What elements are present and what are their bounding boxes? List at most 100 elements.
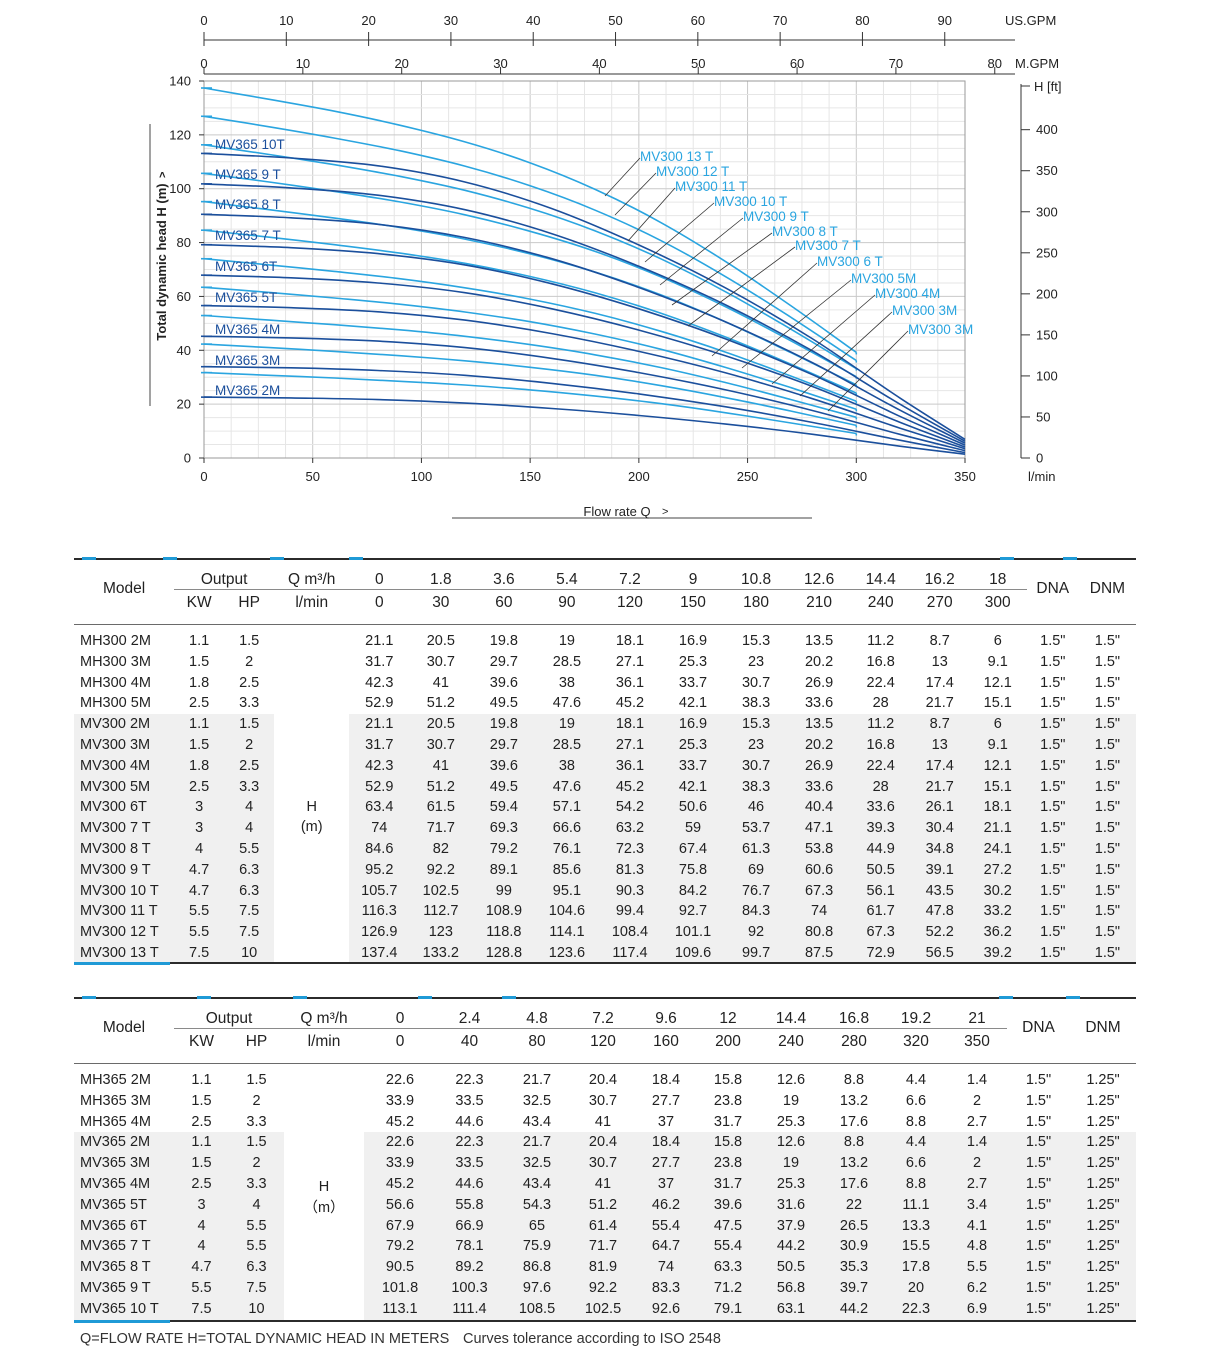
q-m3h-value: 9.6 [635,1000,697,1029]
dna-cell: 1.5" [1007,1277,1070,1299]
head-value-cell: 74 [349,818,410,839]
q-lmin-value: 320 [903,1033,929,1050]
curve-mv365-5t [203,304,966,450]
q-m3h-value: 9 [661,561,725,590]
dna-cell: 1.5" [1007,1215,1070,1237]
head-value-cell: 25.3 [759,1173,823,1195]
mv300-curve-label: MV300 9 T [743,209,809,224]
head-value-cell: 104.6 [535,901,599,923]
q-m3h-value: 12 [697,1000,759,1029]
head-value-cell: 25.3 [776,1113,806,1130]
model-cell: MV300 12 T [74,922,175,943]
head-value-cell: 51.2 [571,1194,635,1216]
head-value-cell: 39.3 [850,818,911,839]
head-value-cell: 28.5 [552,653,582,670]
q-m3h-value: 21 [947,1000,1007,1029]
mv300-curve-label: MV300 5M [851,271,916,286]
hp-cell: 10 [224,942,275,964]
head-value-cell: 26.5 [823,1215,885,1237]
kw-cell: 1.5 [189,653,210,670]
head-value-cell: 42.1 [678,695,708,712]
head-value-cell: 21.1 [365,633,394,649]
model-cell: MV300 5M [74,776,175,798]
hp-cell: 6.3 [224,880,275,902]
head-value-cell: 85.6 [535,859,599,881]
head-value-cell: 84.6 [349,838,410,860]
head-value-cell: 50.5 [759,1257,823,1278]
header-separator-row [74,616,1136,625]
head-value-cell: 20.4 [588,1072,618,1088]
ft-tick-label: 250 [1036,245,1058,260]
hp-cell: 4 [224,818,275,839]
mv300-curve-label: MV300 7 T [795,238,861,253]
model-cell: MV300 10 T [74,880,175,902]
q-m3h-value: 18 [968,561,1027,590]
head-value-cell: 13.3 [885,1215,947,1237]
head-value-cell: 30.7 [741,674,771,691]
hp-cell: 2 [229,1153,284,1174]
h-unit-cell: H （m） [284,1070,364,1320]
head-value-cell: 92.2 [409,859,473,881]
head-value-cell: 101.8 [364,1277,436,1299]
head-value-cell: 8.8 [905,1113,927,1130]
head-value-cell: 19.8 [472,714,536,735]
model-cell: MV300 11 T [74,901,175,923]
y-tick-label: 100 [169,181,191,196]
head-value-cell: 30.7 [409,734,473,756]
curve-mv300-3m [203,371,857,435]
head-value-cell: 8.7 [929,633,950,649]
head-value-cell: 63.1 [759,1298,823,1320]
head-value-cell: 33.7 [661,755,725,777]
mv365-curve-label: MV365 9 T [215,167,281,182]
table-row: MV300 8 T 4 5.5 84.6 82 79.2 76.1 72.3 67.4 61.3 5… [74,838,1136,860]
ft-axis-title: H [ft] [1034,79,1061,94]
dnm-cell: 1.5" [1078,838,1136,860]
head-value-cell: 59.4 [472,797,536,819]
ft-tick-label: 200 [1036,286,1058,301]
dnm-cell: 1.25" [1086,1072,1120,1088]
kw-cell: 1.5 [174,1153,229,1174]
head-value-cell: 23 [747,653,765,670]
dnm-cell: 1.25" [1070,1236,1136,1258]
q-m3h-value: 4.8 [503,1000,571,1029]
head-value-cell: 38.3 [724,776,788,798]
head-value-cell: 21.7 [925,695,954,712]
q-m3h-header: Q m³/h [274,561,350,590]
head-value-cell: 42.3 [365,674,394,691]
head-value-cell: 30.7 [588,1092,618,1109]
ft-tick-label: 150 [1036,327,1058,342]
head-value-cell: 53.8 [787,838,851,860]
head-value-cell: 15.5 [885,1236,947,1258]
head-value-cell: 20 [885,1277,947,1299]
mv365-curve-label: MV365 6T [215,259,277,274]
curve-mv300-10-t [203,172,857,378]
head-value-cell: 37.9 [759,1215,823,1237]
mv365-curve-label: MV365 3M [215,353,280,368]
head-value-cell: 19 [558,633,575,649]
head-value-cell: 44.2 [759,1236,823,1258]
table-row: MV300 5M 2.5 3.3 52.9 51.2 49.5 47.6 45.2 42.1 38… [74,776,1136,798]
model-cell: MV300 4M [74,755,175,777]
kw-cell: 4.7 [174,880,225,902]
head-value-cell: 56.1 [850,880,911,902]
header-separator-row [74,1055,1136,1064]
head-value-cell: 59 [661,818,725,839]
head-value-cell: 20.4 [571,1132,635,1154]
head-value-cell: 126.9 [349,922,410,943]
mv300-leader-line [711,262,818,357]
head-value-cell: 47.6 [552,695,582,712]
table-row: MH300 5M 2.5 3.3 52.9 51.2 49.5 47.6 45.2 42.1 38… [74,693,1136,714]
table365-top-rule [74,997,1136,999]
head-value-cell: 8.7 [910,714,969,735]
y-tick-label: 80 [177,235,191,250]
head-value-cell: 23.8 [697,1153,759,1174]
head-value-cell: 123.6 [535,942,599,964]
mv300-leader-line [741,279,852,369]
head-value-cell: 44.2 [823,1298,885,1320]
dnm-cell: 1.25" [1070,1173,1136,1195]
head-value-cell: 33.6 [850,797,911,819]
q-lmin-value: 280 [841,1033,867,1050]
header-separator [74,616,1136,625]
model-header: Model [102,579,146,597]
